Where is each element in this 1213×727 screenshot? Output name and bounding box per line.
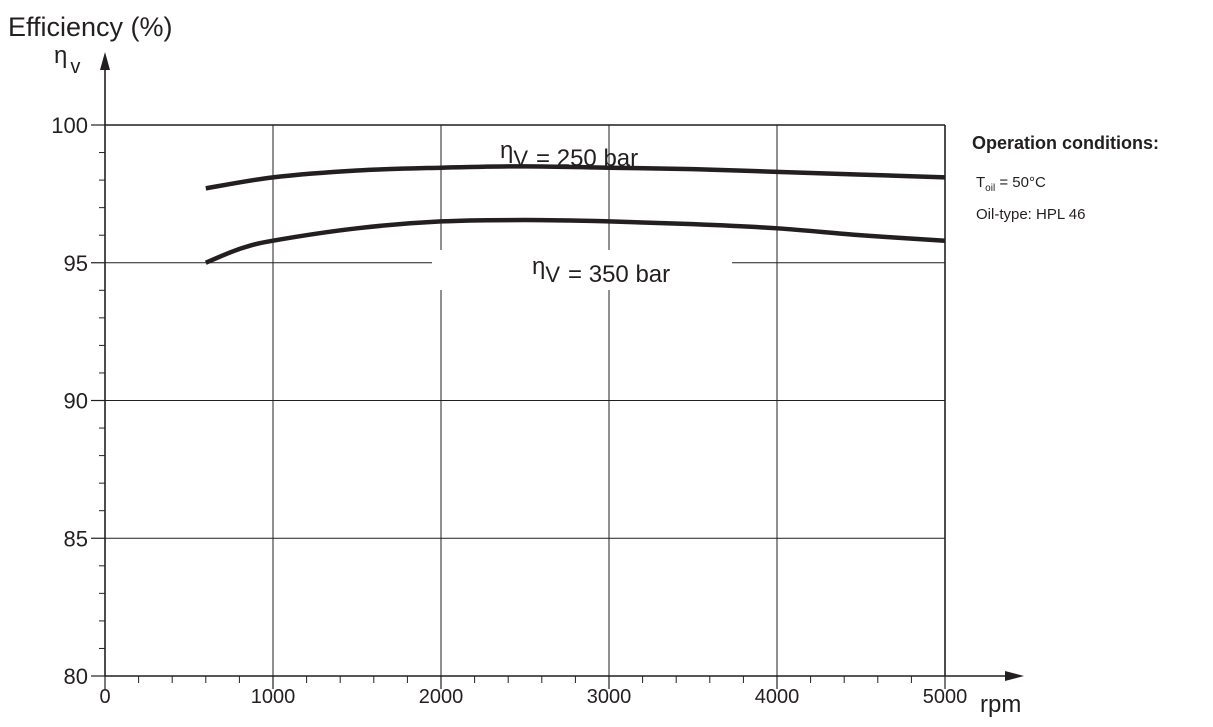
- series-label-350-sub: V: [545, 262, 560, 287]
- series-lines: [204, 164, 946, 265]
- series-line-250-bar: [205, 164, 946, 191]
- series-label-250-symbol: η: [500, 137, 513, 164]
- label-mask-350: [432, 250, 732, 290]
- temp-symbol: T: [976, 174, 986, 191]
- minor-ticks: [91, 124, 946, 689]
- x-tick-label: 2000: [419, 686, 464, 708]
- series-label-350: ηV = 350 bar: [532, 253, 670, 288]
- operation-conditions: Operation conditions: Toil = 50°C Oil-ty…: [972, 133, 1212, 235]
- grid-lines: [105, 125, 945, 676]
- x-tick-label: 3000: [587, 686, 632, 708]
- x-tick-label: 0: [99, 686, 110, 708]
- x-tick-labels: 0 1000 2000 3000 4000 5000: [99, 686, 967, 708]
- series-label-350-text: = 350 bar: [568, 261, 670, 288]
- y-axis-symbol-main: η: [54, 42, 67, 69]
- x-axis-label: rpm: [980, 691, 1021, 718]
- x-tick-label: 5000: [923, 686, 968, 708]
- y-tick-label: 80: [64, 664, 88, 689]
- x-tick-label: 1000: [251, 686, 296, 708]
- oil-temperature: Toil = 50°C: [976, 174, 1212, 194]
- series-label-250-sub: V: [513, 146, 528, 171]
- y-axis-symbol-sub: v: [70, 56, 80, 78]
- temp-value: = 50°C: [999, 174, 1046, 191]
- temp-sub: oil: [985, 183, 996, 194]
- y-axis-label: Efficiency (%): [8, 12, 173, 42]
- series-label-250-text: = 250 bar: [536, 145, 638, 172]
- y-axis-arrow: [100, 52, 110, 70]
- y-tick-label: 100: [51, 113, 88, 138]
- y-tick-label: 85: [64, 526, 88, 551]
- axes: [100, 52, 1024, 681]
- y-tick-labels: 80 85 90 95 100: [51, 113, 88, 689]
- x-axis-arrow: [1005, 671, 1024, 681]
- series-label-350-symbol: η: [532, 253, 545, 280]
- oil-type: Oil-type: HPL 46: [976, 206, 1086, 223]
- x-tick-label: 4000: [755, 686, 800, 708]
- series-line-350-bar: [204, 217, 946, 265]
- conditions-title: Operation conditions:: [972, 133, 1159, 153]
- y-tick-label: 90: [64, 389, 88, 414]
- series-label-250: ηV = 250 bar: [500, 137, 638, 172]
- y-tick-label: 95: [64, 251, 88, 276]
